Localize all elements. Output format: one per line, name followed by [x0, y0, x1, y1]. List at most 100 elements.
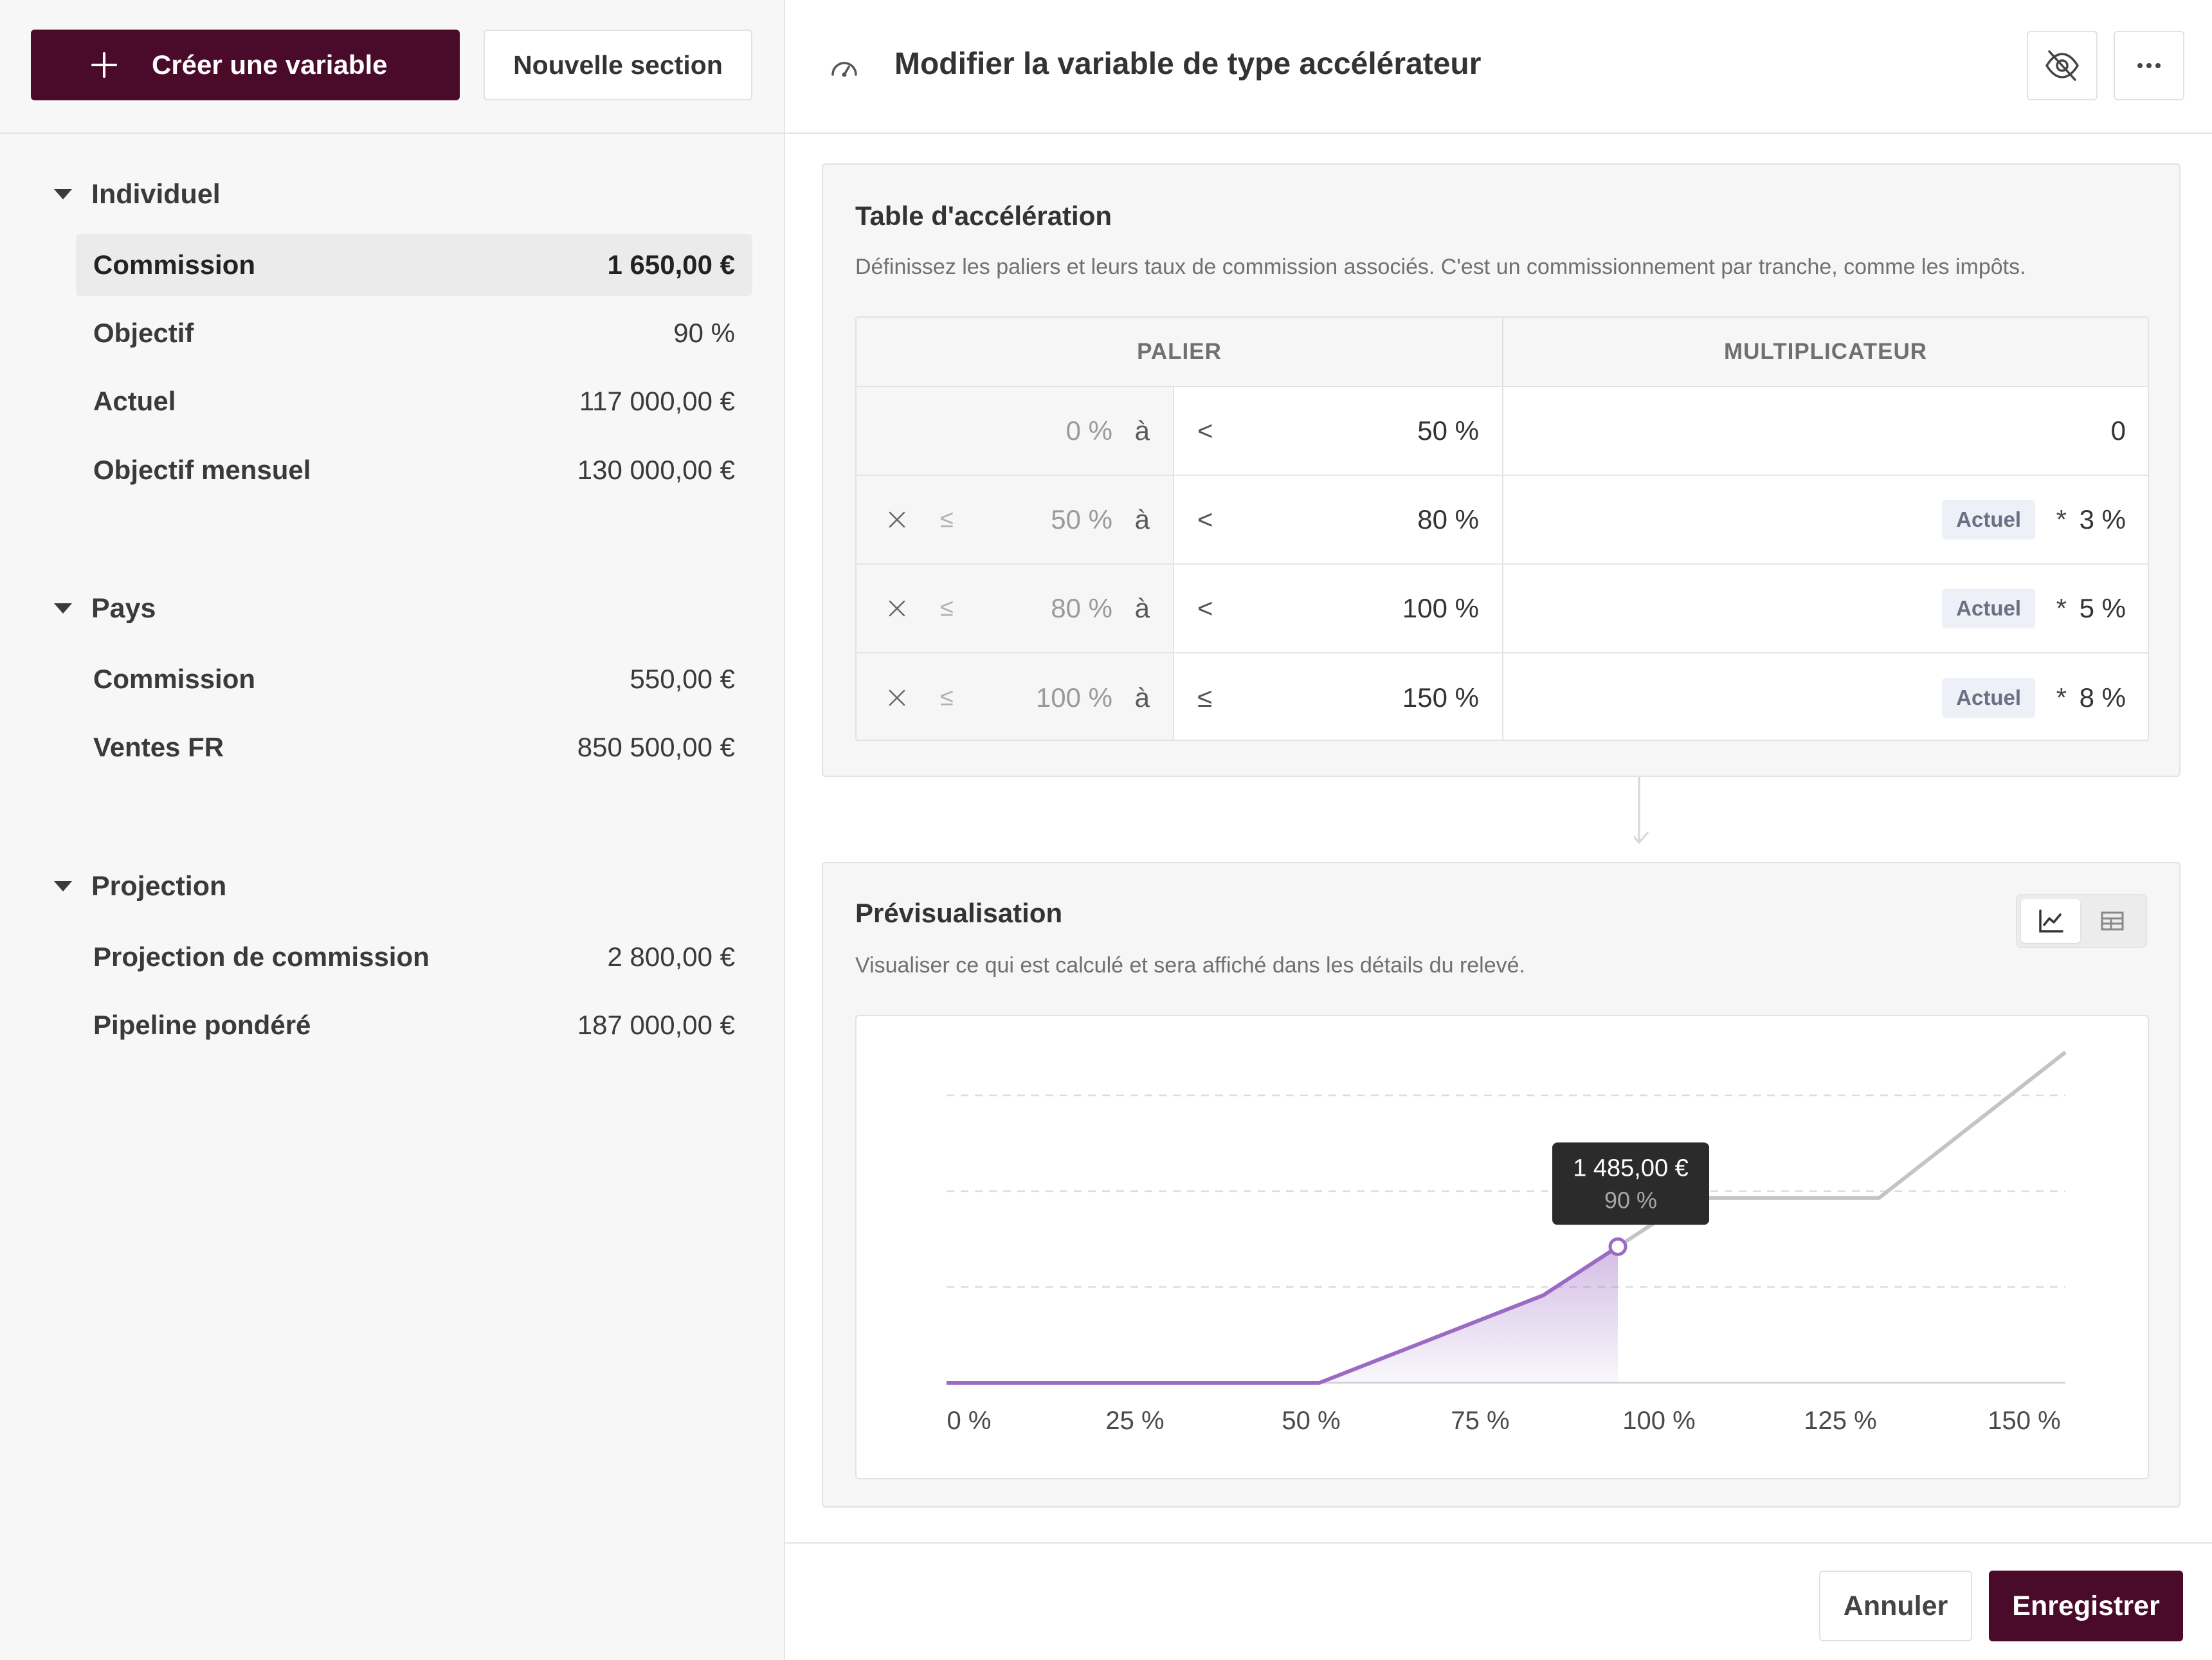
sidebar-header: Créer une variable Nouvelle section: [0, 0, 784, 134]
tier-to-value: 50 %: [1417, 415, 1479, 446]
variable-chip-actuel[interactable]: Actuel: [1942, 588, 2035, 628]
variable-name: Projection de commission: [93, 942, 430, 972]
variable-name: Objectif mensuel: [93, 455, 311, 485]
variable-value: 1 650,00 €: [607, 250, 735, 280]
variable-item-ventes-fr[interactable]: Ventes FR 850 500,00 €: [76, 716, 752, 778]
tier-a-label: à: [1134, 504, 1150, 534]
variable-name: Pipeline pondéré: [93, 1010, 311, 1040]
series-area: [947, 1246, 1618, 1383]
table-row: ≤ 50 % à < 80 % Actuel * 3 %: [857, 476, 2148, 565]
create-variable-button[interactable]: Créer une variable: [31, 30, 460, 100]
line-chart: 1 485,00 € 90 % 0 % 25 % 50 % 75 % 100 % 125 % 1…: [947, 1050, 2067, 1435]
multiplier-cell[interactable]: 0: [1503, 387, 2148, 475]
card-description: Visualiser ce qui est calculé et sera af…: [855, 953, 1525, 978]
card-description: Définissez les paliers et leurs taux de …: [855, 255, 2026, 279]
editor-footer: Annuler Enregistrer: [785, 1542, 2212, 1660]
variable-chip-actuel[interactable]: Actuel: [1942, 500, 2035, 540]
variable-item-projection-commission[interactable]: Projection de commission 2 800,00 €: [76, 926, 752, 988]
more-icon: [2137, 63, 2161, 68]
times-symbol: *: [2056, 504, 2067, 534]
multiplier-cell[interactable]: Actuel * 3 %: [1503, 476, 2148, 563]
leq-symbol: ≤: [940, 594, 954, 622]
x-tick-label: 75 %: [1451, 1407, 1509, 1435]
x-tick-label: 125 %: [1804, 1407, 1876, 1435]
group-title: Pays: [91, 592, 156, 624]
caret-down-icon: [54, 189, 72, 199]
multiplier-value: 5 %: [2079, 593, 2126, 623]
x-tick-label: 50 %: [1282, 1407, 1340, 1435]
x-tick-label: 0 %: [947, 1407, 992, 1435]
tier-to-cell[interactable]: < 100 %: [1174, 565, 1503, 652]
cancel-button[interactable]: Annuler: [1819, 1571, 1972, 1641]
multiplier-cell[interactable]: Actuel * 8 %: [1503, 653, 2148, 740]
operator-symbol: ≤: [1197, 682, 1213, 713]
card-title: Table d'accélération: [855, 201, 1112, 231]
save-button[interactable]: Enregistrer: [1989, 1571, 2183, 1641]
variable-item-objectif-mensuel[interactable]: Objectif mensuel 130 000,00 €: [76, 439, 752, 501]
variable-value: 117 000,00 €: [579, 386, 735, 416]
x-tick-label: 25 %: [1105, 1407, 1164, 1435]
group-header-individuel[interactable]: Individuel: [51, 175, 221, 214]
gauge-icon: [831, 62, 857, 77]
new-section-button[interactable]: Nouvelle section: [484, 30, 752, 100]
editor-panel: Modifier la variable de type accélérateu…: [785, 0, 2212, 1660]
highlight-point: [1608, 1237, 1627, 1256]
group-title: Individuel: [91, 178, 221, 210]
tier-from-cell: ≤ 50 % à: [857, 476, 1174, 563]
variable-chip-actuel[interactable]: Actuel: [1942, 678, 2035, 718]
hide-button[interactable]: [2027, 31, 2098, 100]
tier-to-cell[interactable]: ≤ 150 %: [1174, 653, 1503, 740]
group-title: Projection: [91, 870, 227, 902]
tier-to-cell[interactable]: < 80 %: [1174, 476, 1503, 563]
preview-card: Prévisualisation Visualiser ce qui est c…: [822, 862, 2180, 1508]
tier-to-cell[interactable]: < 50 %: [1174, 387, 1503, 475]
variable-item-commission-pays[interactable]: Commission 550,00 €: [76, 648, 752, 710]
tier-from-value: 80 %: [1051, 593, 1112, 623]
tier-a-label: à: [1134, 593, 1150, 623]
tier-a-label: à: [1134, 415, 1150, 446]
multiplier-value: 0: [2110, 415, 2126, 446]
tier-a-label: à: [1134, 682, 1150, 713]
series-line-actual: [947, 1245, 1619, 1385]
variable-value: 90 %: [673, 318, 735, 348]
acceleration-table: PALIER MULTIPLICATEUR 0 % à < 50 % 0: [855, 316, 2149, 741]
line-chart-icon: [2039, 909, 2063, 933]
caret-down-icon: [54, 881, 72, 891]
editor-header: Modifier la variable de type accélérateu…: [785, 0, 2212, 134]
eye-off-icon: [2045, 50, 2080, 81]
tier-from-cell: ≤ 80 % à: [857, 565, 1174, 652]
table-row: 0 % à < 50 % 0: [857, 387, 2148, 476]
operator-symbol: <: [1197, 593, 1213, 623]
variable-name: Commission: [93, 250, 256, 280]
variable-value: 130 000,00 €: [577, 455, 735, 485]
acceleration-table-card: Table d'accélération Définissez les pali…: [822, 163, 2180, 777]
variable-value: 850 500,00 €: [577, 732, 735, 762]
variable-item-objectif[interactable]: Objectif 90 %: [76, 302, 752, 364]
more-options-button[interactable]: [2114, 31, 2184, 100]
table-row: ≤ 80 % à < 100 % Actuel * 5 %: [857, 565, 2148, 653]
remove-tier-icon[interactable]: [887, 688, 907, 707]
multiplier-cell[interactable]: Actuel * 5 %: [1503, 565, 2148, 652]
operator-symbol: <: [1197, 504, 1213, 534]
tier-from-cell: 0 % à: [857, 387, 1174, 475]
variable-name: Objectif: [93, 318, 194, 348]
variable-item-commission[interactable]: Commission 1 650,00 €: [76, 234, 752, 296]
variable-item-actuel[interactable]: Actuel 117 000,00 €: [76, 370, 752, 432]
x-tick-label: 100 %: [1622, 1407, 1695, 1435]
table-view-button[interactable]: [2083, 899, 2142, 943]
leq-symbol: ≤: [940, 684, 954, 711]
tooltip-value: 1 485,00 €: [1573, 1154, 1689, 1181]
group-header-projection[interactable]: Projection: [51, 867, 226, 906]
variable-value: 187 000,00 €: [577, 1010, 735, 1040]
operator-symbol: <: [1197, 415, 1213, 446]
tier-from-value: 0 %: [1065, 415, 1112, 446]
chart-view-button[interactable]: [2021, 899, 2080, 943]
group-header-pays[interactable]: Pays: [51, 589, 156, 628]
multiplier-value: 8 %: [2079, 682, 2126, 713]
remove-tier-icon[interactable]: [887, 510, 907, 529]
leq-symbol: ≤: [940, 506, 954, 533]
variable-item-pipeline-pondere[interactable]: Pipeline pondéré 187 000,00 €: [76, 994, 752, 1056]
tier-from-value: 50 %: [1051, 504, 1112, 534]
remove-tier-icon[interactable]: [887, 599, 907, 618]
